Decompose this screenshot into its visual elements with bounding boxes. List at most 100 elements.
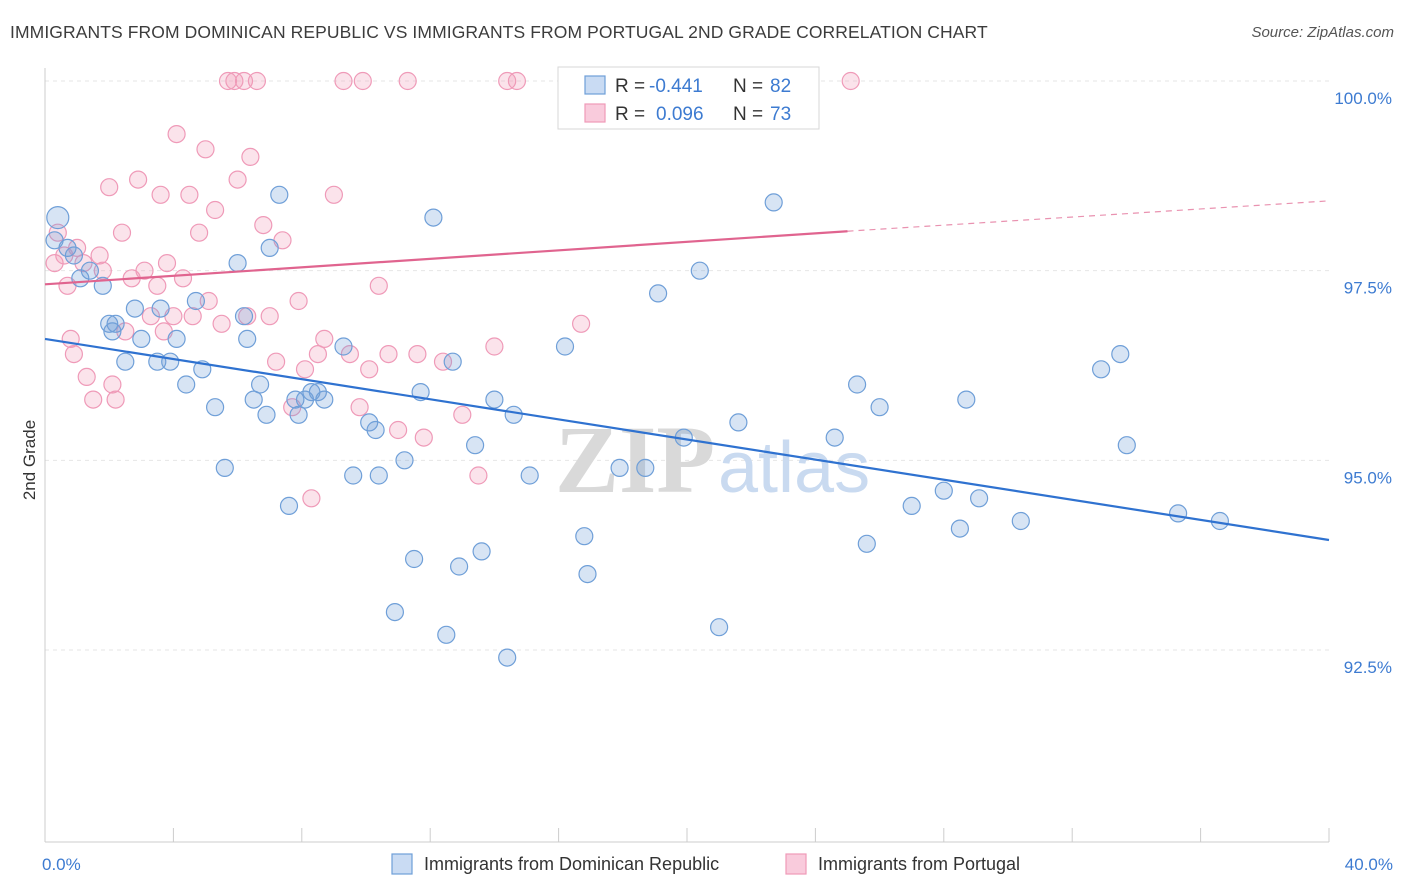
portugal-point [212, 314, 231, 333]
dominican-point [729, 413, 748, 432]
legend-pink-r-label: R = [615, 104, 645, 125]
dominican-point [450, 557, 469, 576]
portugal-point [206, 200, 225, 220]
portugal-point [90, 246, 109, 265]
portugal-point [302, 489, 321, 508]
portugal-point [116, 322, 135, 341]
portugal-point [234, 71, 254, 91]
portugal-point [106, 390, 125, 409]
portugal-point [398, 71, 417, 91]
dominican-point [270, 185, 289, 204]
dominican-point [369, 466, 388, 485]
portugal-point [228, 170, 247, 189]
dominican-point [504, 405, 523, 424]
portugal-point [148, 276, 167, 295]
dominican-point [520, 466, 539, 485]
dominican-point [238, 329, 257, 348]
dominican-point [466, 436, 485, 455]
portugal-point [289, 291, 308, 311]
portugal-trend-line [44, 230, 848, 286]
portugal-point [45, 254, 64, 273]
axes [44, 68, 1330, 843]
y-tick-label-0: 100.0% [1334, 89, 1392, 108]
dominican-point [103, 322, 122, 341]
dominican-point [177, 375, 196, 394]
legend-blue-n-label: N = [733, 76, 763, 97]
dominican-point [1011, 511, 1030, 531]
portugal-point [74, 254, 93, 273]
portugal-point [469, 466, 488, 485]
dominican-point [132, 329, 151, 348]
portugal-point [295, 360, 315, 379]
dominican-point [46, 206, 70, 230]
portugal-point [315, 329, 334, 348]
portugal-point [151, 185, 170, 204]
portugal-point [254, 216, 273, 235]
bottom-legend: Immigrants from Dominican Republic Immig… [391, 853, 1020, 875]
portugal-point [183, 307, 202, 326]
dominican-point [244, 390, 263, 409]
dominican-point [334, 337, 353, 356]
dominican-point [764, 193, 783, 212]
dominican-point [360, 413, 379, 432]
portugal-point [360, 360, 379, 379]
portugal-point [129, 170, 148, 189]
portugal-point [369, 276, 388, 295]
x-tick-label-1: 40.0% [1345, 855, 1393, 874]
y-tick-label-2: 95.0% [1344, 468, 1392, 487]
portugal-point [103, 375, 122, 394]
dominican-point [1111, 345, 1130, 364]
dominican-point [344, 466, 363, 485]
dominican-point [405, 549, 424, 569]
dominican-point [260, 238, 279, 257]
dominican-point [366, 420, 385, 440]
dominican-point [279, 496, 299, 515]
dominican-point [395, 451, 414, 470]
portugal-point [112, 223, 132, 242]
dominican-point [969, 489, 989, 508]
portugal-point [247, 71, 266, 91]
dominican-point [286, 390, 305, 409]
portugal-point [241, 147, 260, 166]
chart-source: Source: ZipAtlas.com [1251, 24, 1394, 41]
dominican-point [215, 458, 234, 477]
x-tick-labels: 0.0% 40.0% [42, 855, 1393, 874]
dominican-point [424, 208, 443, 227]
dominican-point [234, 307, 254, 326]
portugal-point [308, 345, 327, 364]
dominican-point [578, 564, 597, 584]
dominican-trend-line [44, 337, 1330, 542]
portugal-points [45, 71, 860, 508]
dominican-point [1117, 436, 1136, 455]
y-tick-label-1: 97.5% [1344, 279, 1392, 298]
portugal-point [841, 71, 860, 91]
dominican-point [934, 481, 953, 500]
dominican-point [228, 254, 247, 273]
dominican-point [690, 261, 709, 280]
legend-blue-swatch [584, 75, 606, 95]
dominican-point [315, 390, 334, 409]
dominican-point [1091, 360, 1111, 379]
bottom-legend-pink-label: Immigrants from Portugal [818, 854, 1020, 874]
y-tick-labels: 100.0% 97.5% 95.0% 92.5% [1334, 89, 1392, 677]
dominican-point [1168, 504, 1188, 523]
dominican-point [857, 534, 876, 553]
portugal-point [167, 125, 186, 144]
portugal-point [64, 345, 84, 364]
portugal-point [334, 71, 353, 91]
dominican-point [902, 496, 921, 515]
portugal-trend-extension [847, 200, 1330, 232]
dominican-points [45, 185, 1230, 667]
portugal-point [353, 71, 372, 91]
dominican-point [437, 625, 456, 644]
dominican-point [151, 299, 170, 318]
dominican-point [636, 458, 655, 477]
dominican-point [709, 618, 729, 637]
portugal-point [225, 71, 244, 91]
dominican-point [443, 352, 462, 371]
portugal-point [157, 254, 177, 273]
dominican-point [870, 398, 889, 417]
portugal-point [260, 307, 279, 326]
portugal-point [196, 140, 215, 159]
dominican-point [161, 352, 180, 371]
